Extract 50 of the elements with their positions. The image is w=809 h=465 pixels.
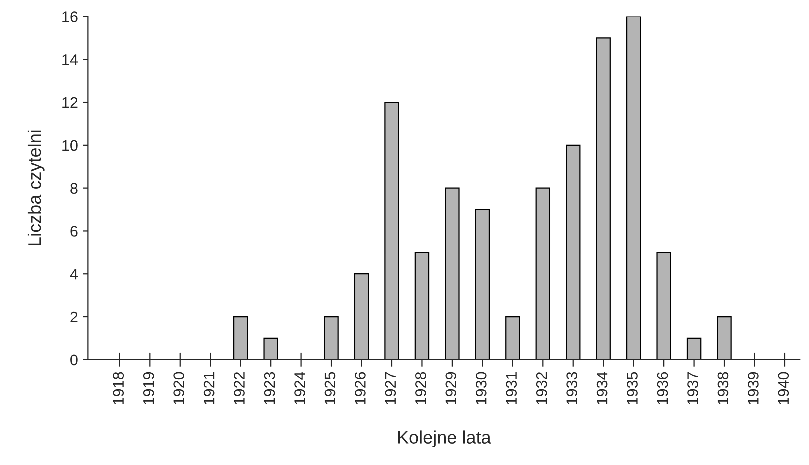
y-tick-label: 4 [70, 269, 78, 280]
y-tick-label: 10 [62, 140, 78, 152]
y-tick-label: 2 [70, 312, 78, 323]
x-tick-label: 1919 [143, 372, 154, 405]
x-tick-label: 1940 [778, 372, 790, 405]
x-tick-label: 1935 [627, 372, 638, 405]
bar [536, 188, 550, 360]
bar [264, 338, 278, 360]
x-tick-label: 1924 [294, 372, 306, 405]
bar [566, 144, 581, 360]
x-tick-label: 1936 [657, 372, 668, 405]
y-tick-label: 0 [70, 354, 78, 366]
x-tick-label: 1934 [596, 372, 608, 405]
bar [656, 252, 672, 360]
bar [384, 102, 400, 360]
y-axis-title: Liczba czytelni [28, 130, 45, 246]
y-tick-label: 8 [70, 183, 78, 194]
x-tick-label: 1933 [566, 372, 578, 405]
bar [475, 209, 490, 360]
x-tick-label: 1925 [324, 372, 336, 405]
y-tick-label: 6 [70, 226, 78, 237]
x-tick-label: 1921 [204, 372, 215, 405]
x-tick-label: 1927 [385, 372, 396, 405]
x-axis-title: Kolejne lata [398, 430, 492, 448]
bar [506, 316, 520, 360]
x-tick-label: 1937 [688, 372, 698, 405]
bar [717, 316, 732, 360]
x-tick-label: 1922 [234, 372, 245, 405]
x-tick-label: 1930 [476, 372, 487, 405]
bar [596, 38, 611, 360]
x-tick-label: 1928 [416, 372, 426, 405]
bar [686, 338, 702, 360]
x-tick-label: 1931 [506, 372, 518, 405]
x-tick-label: 1939 [748, 372, 759, 405]
y-tick-label: 16 [62, 12, 78, 22]
x-tick-label: 1938 [718, 372, 729, 405]
bar [354, 274, 370, 360]
x-tick-label: 1920 [174, 372, 184, 405]
bar [233, 316, 248, 360]
y-tick-label: 14 [62, 54, 78, 66]
bar [626, 16, 642, 360]
y-tick-label: 12 [62, 97, 78, 108]
x-tick-label: 1932 [536, 372, 548, 405]
bar [414, 252, 430, 360]
x-tick-label: 1929 [446, 372, 457, 405]
x-tick-label: 1923 [264, 372, 276, 405]
x-tick-label: 1926 [355, 372, 366, 405]
bar [324, 316, 339, 360]
bar [445, 188, 460, 360]
x-tick-label: 1918 [113, 372, 124, 405]
